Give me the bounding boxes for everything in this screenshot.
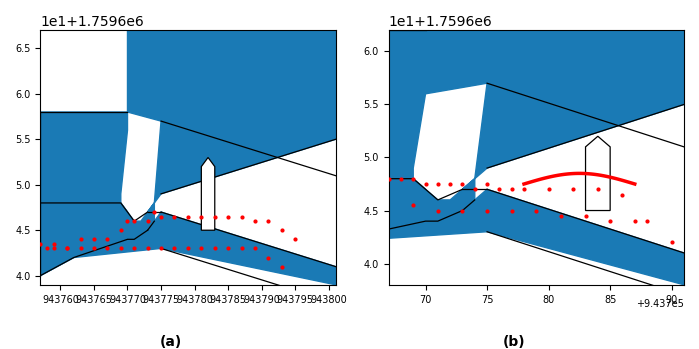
- Text: (a): (a): [160, 334, 182, 349]
- Polygon shape: [41, 112, 127, 203]
- Polygon shape: [327, 179, 438, 263]
- Polygon shape: [376, 30, 426, 179]
- Polygon shape: [413, 179, 475, 221]
- Text: +9.437e5: +9.437e5: [636, 299, 684, 309]
- Polygon shape: [586, 136, 610, 210]
- Polygon shape: [41, 203, 134, 276]
- Polygon shape: [426, 30, 684, 189]
- Polygon shape: [327, 189, 684, 285]
- Polygon shape: [41, 212, 336, 285]
- Polygon shape: [121, 203, 154, 239]
- Text: (b): (b): [503, 334, 525, 349]
- Polygon shape: [127, 30, 336, 212]
- Polygon shape: [201, 157, 215, 230]
